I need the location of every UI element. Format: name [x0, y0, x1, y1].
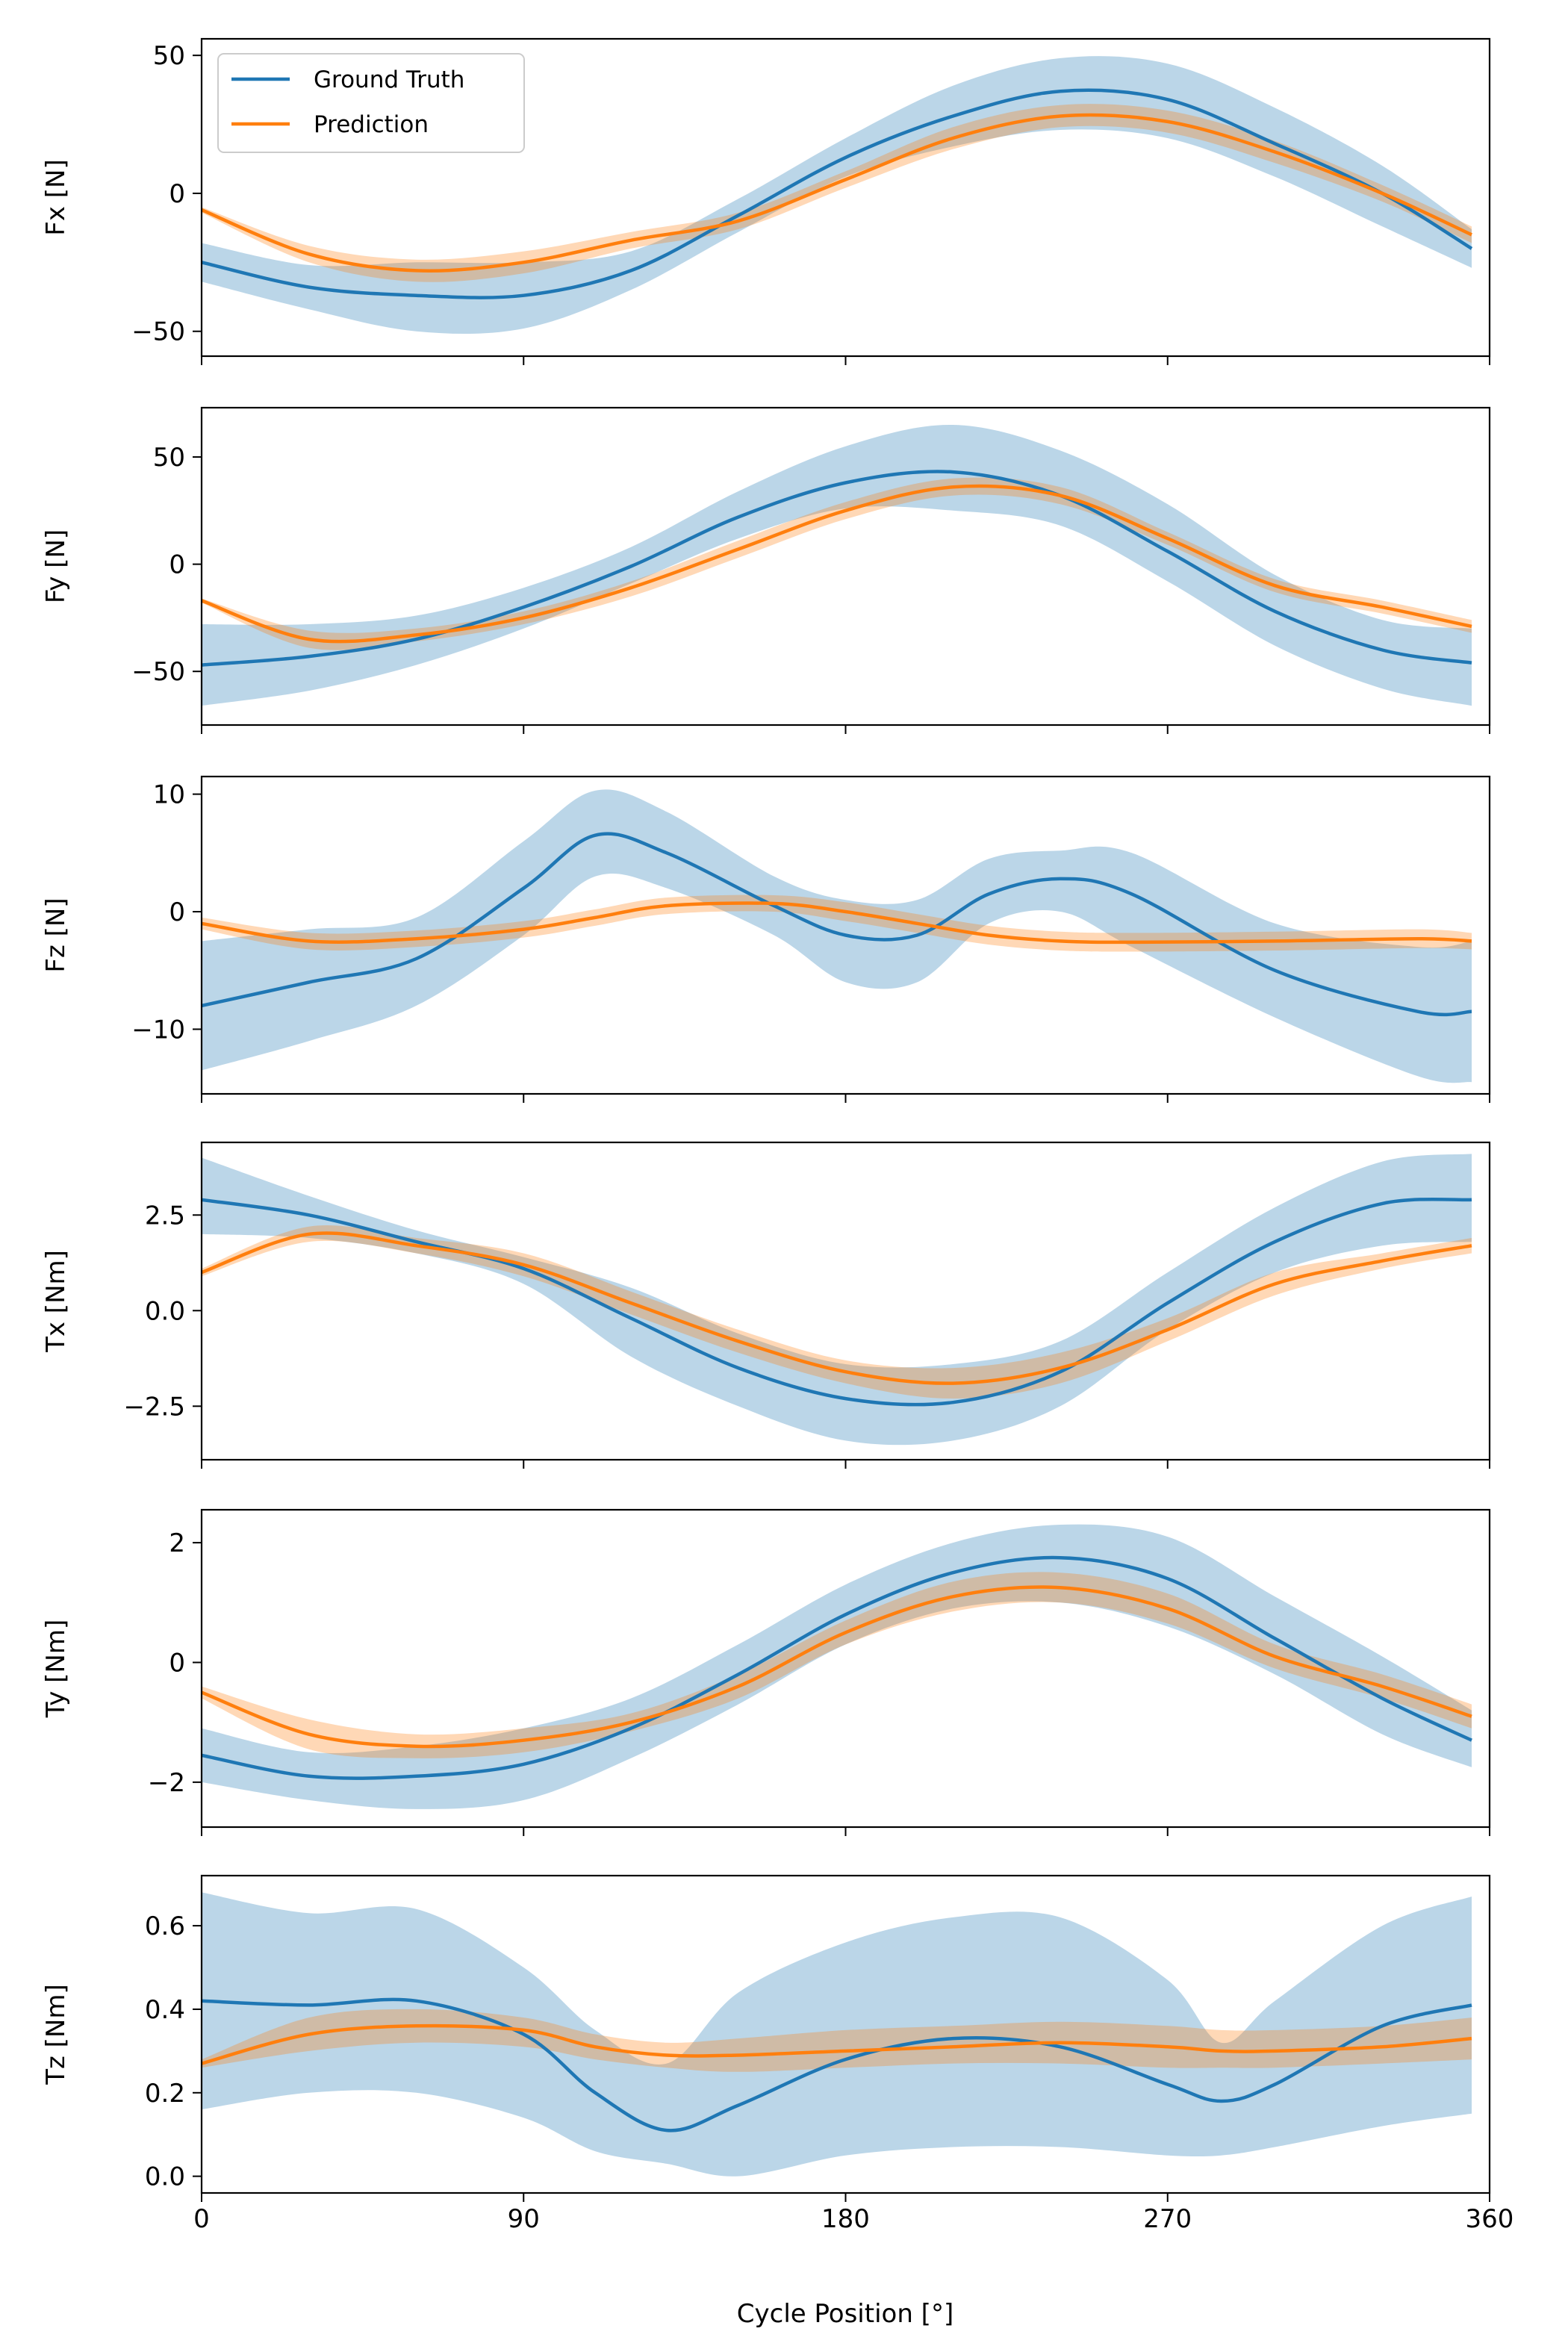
prediction-line — [202, 2023, 1472, 2065]
y-tick-label: 0.6 — [145, 1911, 185, 1941]
prediction-line — [202, 113, 1472, 273]
y-axis-label: Ty [Nm] — [41, 1620, 71, 1718]
ground-truth-line — [202, 1997, 1472, 2132]
prediction-band — [202, 2009, 1472, 2072]
panel-0: −50 0 50 Fx [N] Ground Truth Prediction — [41, 37, 1491, 365]
ground-truth-band — [202, 789, 1472, 1083]
plot-area — [202, 56, 1473, 335]
legend: Ground Truth Prediction — [217, 53, 525, 153]
panel-4: −2 0 2 Ty [Nm] — [41, 1508, 1491, 1836]
y-tick-label: 0 — [169, 550, 185, 580]
y-tick-label: 0.2 — [145, 2079, 185, 2109]
y-tick-label: −50 — [131, 317, 185, 347]
ground-truth-line — [202, 1555, 1472, 1780]
y-axis-label: Fz [N] — [41, 897, 71, 972]
prediction-line — [202, 484, 1472, 644]
prediction-band — [202, 895, 1472, 952]
y-tick-label: −50 — [131, 657, 185, 687]
y-tick-label: 0.0 — [145, 2162, 185, 2192]
ground-truth-line — [202, 832, 1472, 1017]
legend-box — [217, 53, 525, 153]
y-tick-label: 2 — [169, 1528, 185, 1558]
prediction-line — [202, 901, 1472, 945]
prediction-line — [202, 1585, 1472, 1749]
panel-1: −50 0 50 Fy [N] — [41, 406, 1491, 734]
plot-area — [202, 1524, 1472, 1809]
y-axis-label: Tz [Nm] — [41, 1984, 71, 2085]
y-axis-label: Fy [N] — [41, 529, 71, 603]
y-tick-label: 0 — [169, 1648, 185, 1678]
x-tick-label: 360 — [1466, 2204, 1514, 2234]
y-tick-label: 2.5 — [145, 1201, 185, 1231]
ground-truth-line — [202, 88, 1473, 299]
x-tick-label: 180 — [821, 2204, 870, 2234]
y-tick-label: 50 — [153, 41, 185, 71]
x-tick-label: 90 — [508, 2204, 540, 2234]
y-tick-label: 0.4 — [145, 1995, 185, 2025]
plot-area — [202, 1154, 1472, 1446]
panels: −50 0 50 Fx [N] Ground Truth Prediction −50 0 50… — [41, 37, 1514, 2234]
panel-3: −2.5 0.0 2.5 Tx [Nm] — [41, 1141, 1491, 1469]
x-axis-label: Cycle Position [°] — [737, 2299, 953, 2329]
ground-truth-line — [202, 470, 1472, 667]
x-tick-label: 0 — [193, 2204, 210, 2234]
y-tick-label: 10 — [153, 780, 185, 810]
x-tick-label: 270 — [1143, 2204, 1192, 2234]
prediction-band — [202, 104, 1472, 282]
y-tick-label: 50 — [153, 443, 185, 473]
y-tick-label: 0 — [169, 179, 185, 209]
plot-area — [202, 789, 1472, 1083]
panel-5: 0 90 180 270 360 0.0 0.2 0.4 0.6 Tz [Nm] — [41, 1874, 1514, 2234]
y-axis-label: Tx [Nm] — [41, 1250, 71, 1353]
prediction-line — [202, 1231, 1472, 1385]
legend-label-ground-truth: Ground Truth — [314, 66, 464, 93]
y-tick-label: −10 — [131, 1015, 185, 1045]
ground-truth-line — [202, 1197, 1472, 1407]
ground-truth-band — [202, 1524, 1472, 1809]
y-tick-label: −2.5 — [123, 1392, 185, 1422]
y-tick-label: 0.0 — [145, 1296, 185, 1326]
y-axis-label: Fx [N] — [41, 159, 71, 235]
ground-truth-band — [202, 1154, 1472, 1446]
prediction-band — [202, 1572, 1472, 1758]
legend-label-prediction: Prediction — [314, 111, 429, 138]
plot-area — [202, 424, 1472, 706]
y-tick-label: 0 — [169, 897, 185, 927]
ground-truth-band — [202, 424, 1472, 706]
ground-truth-band — [202, 1892, 1472, 2177]
panel-2: −10 0 10 Fz [N] — [41, 775, 1491, 1103]
y-tick-label: −2 — [148, 1768, 185, 1798]
plot-area — [202, 1892, 1472, 2177]
